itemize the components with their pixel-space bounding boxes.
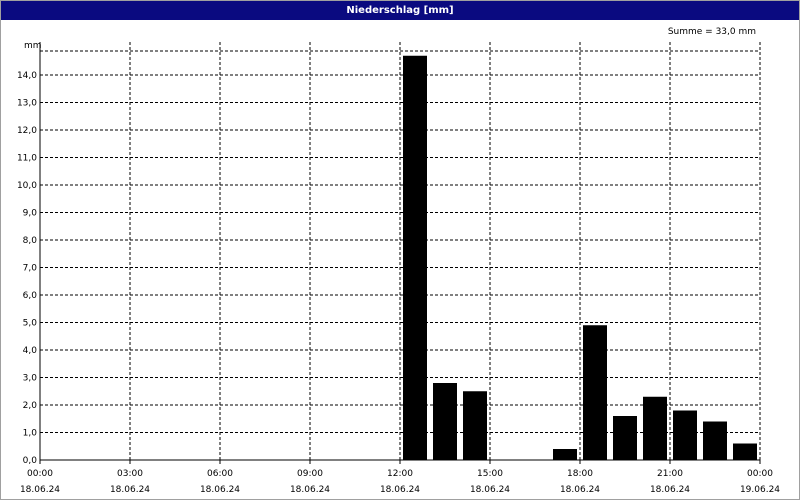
- x-tick-time-label: 00:00: [27, 469, 53, 479]
- x-tick-date-label: 18.06.24: [650, 485, 690, 495]
- precipitation-bar: [643, 396, 667, 460]
- precipitation-bar: [583, 325, 607, 460]
- x-tick-date-label: 18.06.24: [290, 485, 330, 495]
- y-tick-label: 1,0: [23, 429, 38, 439]
- y-tick-label: 6,0: [23, 291, 38, 301]
- axes: 0,0 1,0 2,0 3,0 4,0 5,0 6,0 7,0 8,0 9,0 10,0 11,0 12…: [17, 42, 780, 495]
- x-tick-date-label: 19.06.24: [740, 485, 780, 495]
- y-axis-unit-label: mm: [24, 41, 42, 51]
- y-tick-label: 10,0: [17, 181, 37, 191]
- x-tick-time-label: 06:00: [207, 469, 233, 479]
- y-tick-label: 0,0: [23, 456, 38, 466]
- x-tick-date-label: 18.06.24: [560, 485, 600, 495]
- y-tick-label: 2,0: [23, 401, 38, 411]
- x-tick-date-label: 18.06.24: [200, 485, 240, 495]
- y-tick-label: 9,0: [23, 209, 38, 219]
- precipitation-bar: [403, 55, 427, 460]
- precipitation-bar: [673, 410, 697, 460]
- x-tick-time-label: 15:00: [477, 469, 503, 479]
- y-tick-label: 13,0: [17, 99, 37, 109]
- x-tick-date-label: 18.06.24: [470, 485, 510, 495]
- precipitation-bar: [463, 391, 487, 460]
- sum-annotation: Summe = 33,0 mm: [668, 27, 756, 37]
- y-tick-label: 12,0: [17, 126, 37, 136]
- y-tick-label: 8,0: [23, 236, 38, 246]
- x-tick-date-label: 18.06.24: [20, 485, 60, 495]
- x-tick-time-label: 00:00: [747, 469, 773, 479]
- y-tick-label: 4,0: [23, 346, 38, 356]
- y-tick-label: 3,0: [23, 374, 38, 384]
- chart-title: Niederschlag [mm]: [1, 1, 799, 20]
- precipitation-bar: [433, 383, 457, 460]
- y-tick-label: 11,0: [17, 154, 37, 164]
- x-tick-time-label: 03:00: [117, 469, 143, 479]
- y-tick-label: 7,0: [23, 264, 38, 274]
- bars: [403, 55, 757, 460]
- x-tick-time-label: 18:00: [567, 469, 593, 479]
- precipitation-bar: [553, 449, 577, 460]
- precipitation-bar: [703, 421, 727, 460]
- x-tick-time-label: 21:00: [657, 469, 683, 479]
- grid: [40, 42, 761, 460]
- precipitation-bar: [613, 416, 637, 460]
- precipitation-bar: [733, 443, 757, 460]
- y-tick-label: 14,0: [17, 71, 37, 81]
- y-tick-label: 5,0: [23, 319, 38, 329]
- x-tick-time-label: 09:00: [297, 469, 323, 479]
- x-tick-date-label: 18.06.24: [380, 485, 420, 495]
- x-tick-time-label: 12:00: [387, 469, 413, 479]
- x-tick-date-label: 18.06.24: [110, 485, 150, 495]
